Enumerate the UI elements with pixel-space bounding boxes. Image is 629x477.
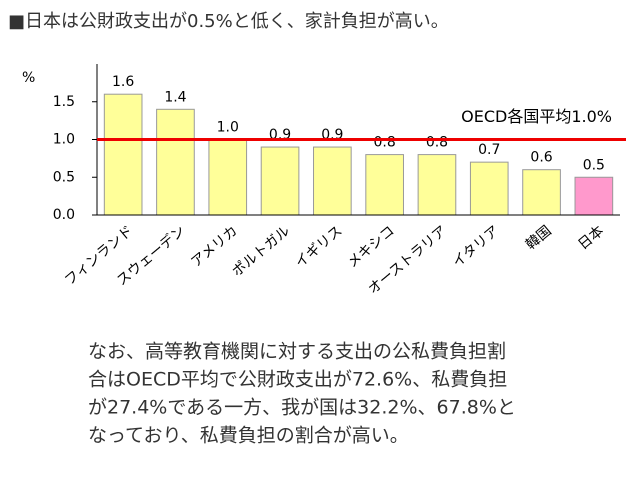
value-label: 0.7 (478, 142, 500, 158)
bar (208, 139, 248, 216)
bar (103, 93, 143, 216)
note-line: なっており、私費負担の割合が高い。 (88, 425, 409, 447)
y-tick-label: 0.0 (53, 207, 75, 223)
bar (469, 161, 509, 216)
note-line: 合はOECD平均で公財政支出が72.6%、私費負担 (88, 369, 507, 391)
bar (417, 154, 457, 216)
y-axis-label: % (22, 70, 35, 86)
note-line: が27.4%である一方、我が国は32.2%、67.8%と (88, 397, 516, 419)
x-tick-label: イタリア (450, 223, 503, 271)
x-tick-label: ポルトガル (229, 223, 293, 280)
bar (156, 108, 195, 216)
value-label: 0.8 (374, 135, 396, 151)
chart-title: ■日本は公財政支出が0.5%と低く、家計負担が高い。 (8, 11, 449, 32)
reference-label: OECD各国平均1.0% (461, 107, 612, 126)
value-label: 1.0 (217, 120, 239, 136)
y-tick-label: 1.0 (53, 132, 75, 148)
bar (313, 146, 352, 216)
note-line: なお、高等教育機関に対する支出の公私費負担割 (88, 341, 506, 363)
value-label: 1.4 (164, 89, 186, 105)
y-tick-label: 1.5 (53, 94, 75, 110)
value-label: 1.6 (112, 74, 134, 90)
x-tick-label: 日本 (575, 223, 607, 253)
y-tick-label: 0.5 (53, 169, 75, 185)
x-tick-label: 韓国 (523, 223, 555, 253)
bar (574, 176, 614, 216)
bar (365, 154, 404, 216)
value-label: 0.5 (583, 157, 605, 173)
x-tick-label: イギリス (292, 223, 345, 271)
value-label: 0.6 (530, 150, 552, 166)
bar (522, 169, 561, 216)
bar (260, 146, 300, 216)
value-label: 0.8 (426, 135, 448, 151)
